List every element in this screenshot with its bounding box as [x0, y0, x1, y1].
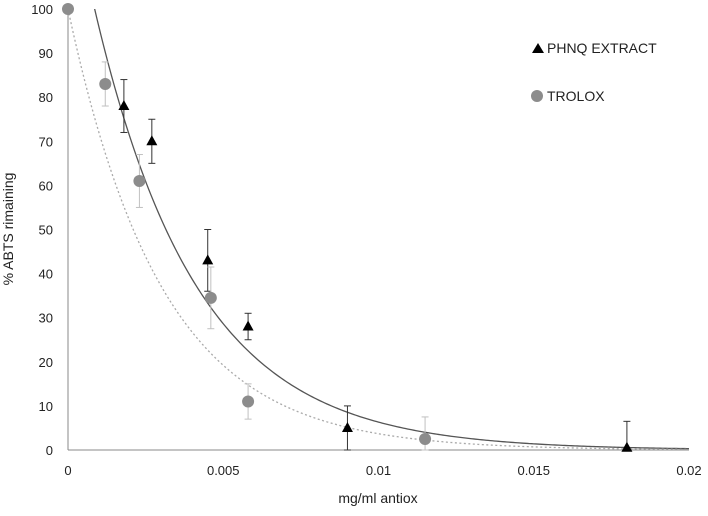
y-tick-label: 30 — [39, 311, 53, 326]
y-tick-label: 10 — [39, 399, 53, 414]
data-point-phnq — [242, 320, 254, 331]
data-point-trolox — [242, 395, 255, 408]
data-point-trolox — [419, 432, 432, 445]
x-tick-label: 0 — [64, 463, 71, 478]
trendline-phnq — [93, 9, 689, 450]
error-bars — [101, 61, 631, 451]
trendlines — [68, 9, 689, 450]
data-point-phnq — [146, 135, 158, 146]
y-tick-label: 80 — [39, 90, 53, 105]
x-tick-label: 0.01 — [366, 463, 391, 478]
legend: PHNQ EXTRACT TROLOX — [531, 40, 657, 104]
y-tick-label: 60 — [39, 178, 53, 193]
x-tick-label: 0.02 — [676, 463, 701, 478]
data-point-trolox — [99, 77, 112, 90]
x-axis-title: mg/ml antiox — [338, 490, 417, 506]
data-point-phnq — [341, 421, 353, 432]
x-tick-label: 0.015 — [517, 463, 550, 478]
y-tick-label: 100 — [31, 2, 53, 17]
legend-marker-phnq-triangle — [532, 43, 544, 53]
trendline-trolox — [68, 9, 689, 450]
y-tick-label: 70 — [39, 134, 53, 149]
data-point-trolox — [62, 3, 74, 15]
data-point-phnq — [118, 100, 130, 111]
legend-label-trolox: TROLOX — [547, 88, 605, 104]
tick-labels: 0 0.005 0.01 0.015 0.02 0 10 20 30 40 50 60 70 80 90 10… — [31, 2, 701, 478]
y-tick-label: 0 — [46, 443, 53, 458]
legend-marker-trolox-circle — [531, 90, 543, 102]
y-axis-title: % ABTS rimaining — [0, 173, 16, 286]
y-tick-label: 40 — [39, 267, 53, 282]
y-tick-label: 20 — [39, 355, 53, 370]
data-point-phnq — [621, 441, 633, 452]
data-points — [62, 3, 633, 452]
data-point-phnq — [202, 254, 214, 265]
y-tick-label: 90 — [39, 46, 53, 61]
axes — [67, 9, 689, 451]
data-point-trolox — [133, 174, 146, 187]
legend-label-phnq: PHNQ EXTRACT — [547, 40, 657, 56]
x-tick-label: 0.005 — [207, 463, 240, 478]
data-point-trolox — [204, 291, 217, 304]
y-tick-label: 50 — [39, 223, 53, 238]
